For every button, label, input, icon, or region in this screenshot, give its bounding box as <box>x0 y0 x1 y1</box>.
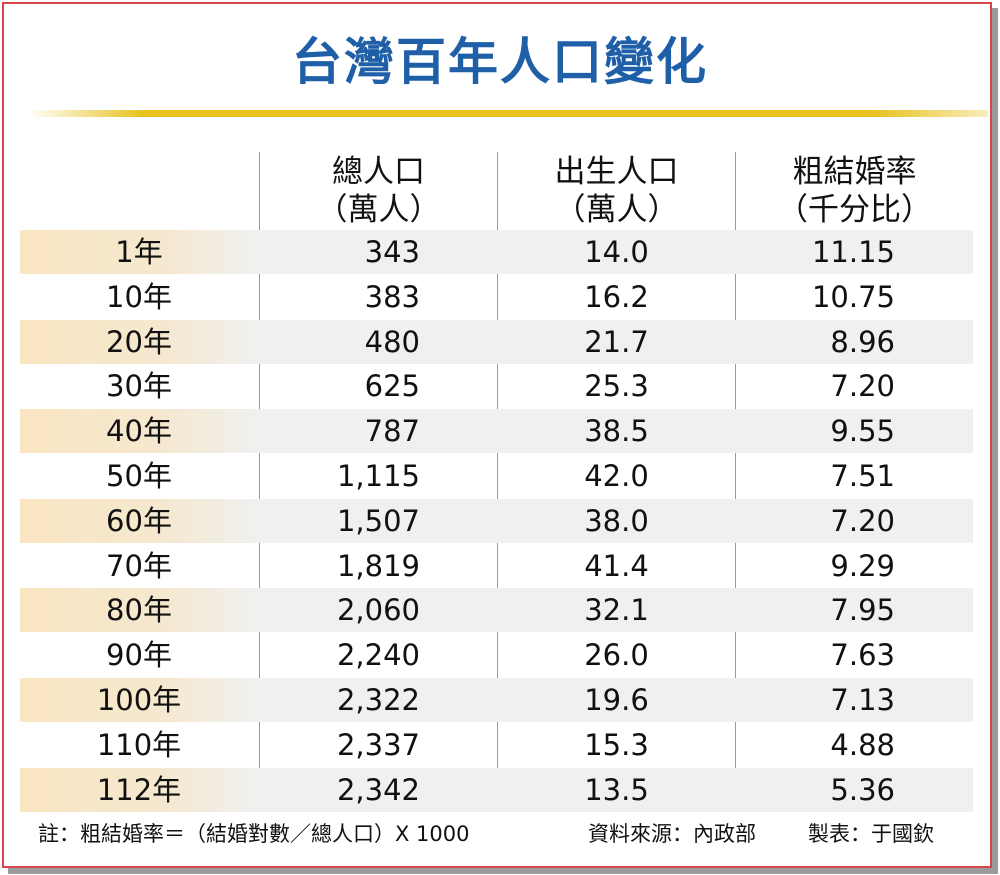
population-cell: 383 <box>364 279 420 314</box>
year-cell: 10年 <box>106 279 172 314</box>
births-cell: 38.5 <box>584 414 649 449</box>
births-cell: 13.5 <box>584 772 649 807</box>
column-divider-1 <box>259 152 260 812</box>
births-cell: 38.0 <box>584 503 649 538</box>
population-cell: 2,240 <box>336 638 420 673</box>
header-marriage-rate-unit: （千分比） <box>777 192 932 228</box>
year-cell: 100年 <box>96 683 182 717</box>
population-cell: 787 <box>364 414 420 449</box>
year-cell: 80年 <box>106 593 172 628</box>
header-births-label: 出生人口 <box>554 154 679 190</box>
footnote: 註：粗結婚率＝（結婚對數／總人口）X 1000 <box>38 822 470 846</box>
births-cell: 16.2 <box>584 279 649 314</box>
table-row: 100年 2,322 19.6 7.13 <box>20 678 973 722</box>
header-marriage-rate-label: 粗結婚率 <box>792 154 917 190</box>
marriage-rate-cell: 7.20 <box>830 369 895 404</box>
population-cell: 2,342 <box>336 772 420 807</box>
marriage-rate-cell: 4.88 <box>830 727 895 762</box>
population-cell: 2,060 <box>336 593 420 628</box>
population-cell: 1,819 <box>336 548 420 583</box>
births-cell: 14.0 <box>584 235 649 269</box>
births-cell: 21.7 <box>584 324 649 359</box>
year-cell-highlight <box>20 588 258 633</box>
marriage-rate-cell: 9.55 <box>830 414 895 449</box>
births-cell: 42.0 <box>584 459 649 493</box>
header-population-unit: （萬人） <box>316 192 441 228</box>
population-cell: 625 <box>364 369 420 404</box>
population-cell: 2,322 <box>336 683 420 717</box>
population-cell: 2,337 <box>336 727 420 762</box>
year-cell-highlight <box>20 498 258 543</box>
frame-shadow-right <box>992 8 998 872</box>
year-cell: 40年 <box>106 414 172 449</box>
header-population: 總人口 （萬人） <box>260 153 497 229</box>
year-cell-highlight <box>20 409 258 454</box>
year-cell: 1年 <box>115 235 163 269</box>
marriage-rate-cell: 7.51 <box>830 459 895 493</box>
year-cell-highlight <box>20 230 258 274</box>
header-marriage-rate: 粗結婚率 （千分比） <box>736 153 973 229</box>
table-row: 110年 2,337 15.3 4.88 <box>20 723 973 767</box>
table-row: 112年 2,342 13.5 5.36 <box>20 767 973 812</box>
marriage-rate-cell: 5.36 <box>830 772 895 807</box>
table-row: 60年 1,507 38.0 7.20 <box>20 498 973 543</box>
title-underline <box>28 110 988 117</box>
marriage-rate-cell: 7.20 <box>830 503 895 538</box>
births-cell: 19.6 <box>584 683 649 717</box>
table-row: 40年 787 38.5 9.55 <box>20 409 973 454</box>
year-cell: 90年 <box>106 638 172 673</box>
table-row: 90年 2,240 26.0 7.63 <box>20 633 973 677</box>
table-row: 30年 625 25.3 7.20 <box>20 364 973 408</box>
table-row: 50年 1,115 42.0 7.51 <box>20 454 973 498</box>
births-cell: 41.4 <box>584 548 649 583</box>
table-row: 80年 2,060 32.1 7.95 <box>20 588 973 633</box>
year-cell-highlight <box>20 767 258 812</box>
marriage-rate-cell: 7.63 <box>830 638 895 673</box>
header-births: 出生人口 （萬人） <box>498 153 735 229</box>
table-row: 1年 343 14.0 11.15 <box>20 230 973 274</box>
chart-frame <box>2 2 992 868</box>
births-cell: 25.3 <box>584 369 649 404</box>
population-cell: 343 <box>364 235 420 269</box>
population-cell: 1,507 <box>336 503 420 538</box>
header-births-unit: （萬人） <box>554 192 679 228</box>
births-cell: 32.1 <box>584 593 649 628</box>
marriage-rate-cell: 7.13 <box>830 683 895 717</box>
year-cell: 50年 <box>106 459 172 493</box>
population-cell: 1,115 <box>336 459 420 493</box>
year-cell: 60年 <box>106 503 172 538</box>
year-cell: 70年 <box>106 548 172 583</box>
marriage-rate-cell: 11.15 <box>811 235 895 269</box>
maker-note: 製表：于國欽 <box>808 822 934 846</box>
marriage-rate-cell: 9.29 <box>830 548 895 583</box>
chart-title: 台灣百年人口變化 <box>292 33 708 91</box>
year-cell: 112年 <box>96 772 182 807</box>
year-cell-highlight <box>20 678 258 722</box>
year-cell: 30年 <box>106 369 172 404</box>
year-cell: 110年 <box>96 727 182 762</box>
marriage-rate-cell: 10.75 <box>811 279 895 314</box>
column-divider-3 <box>735 152 736 812</box>
year-cell-highlight <box>20 319 258 364</box>
births-cell: 26.0 <box>584 638 649 673</box>
population-cell: 480 <box>364 324 420 359</box>
column-divider-2 <box>497 152 498 812</box>
source-note: 資料來源：內政部 <box>588 822 756 846</box>
table-row: 10年 383 16.2 10.75 <box>20 275 973 319</box>
births-cell: 15.3 <box>584 727 649 762</box>
table-row: 20年 480 21.7 8.96 <box>20 319 973 364</box>
frame-shadow-bottom <box>8 868 998 874</box>
header-population-label: 總人口 <box>332 154 425 190</box>
marriage-rate-cell: 7.95 <box>830 593 895 628</box>
marriage-rate-cell: 8.96 <box>830 324 895 359</box>
year-cell: 20年 <box>106 324 172 359</box>
table-row: 70年 1,819 41.4 9.29 <box>20 544 973 588</box>
